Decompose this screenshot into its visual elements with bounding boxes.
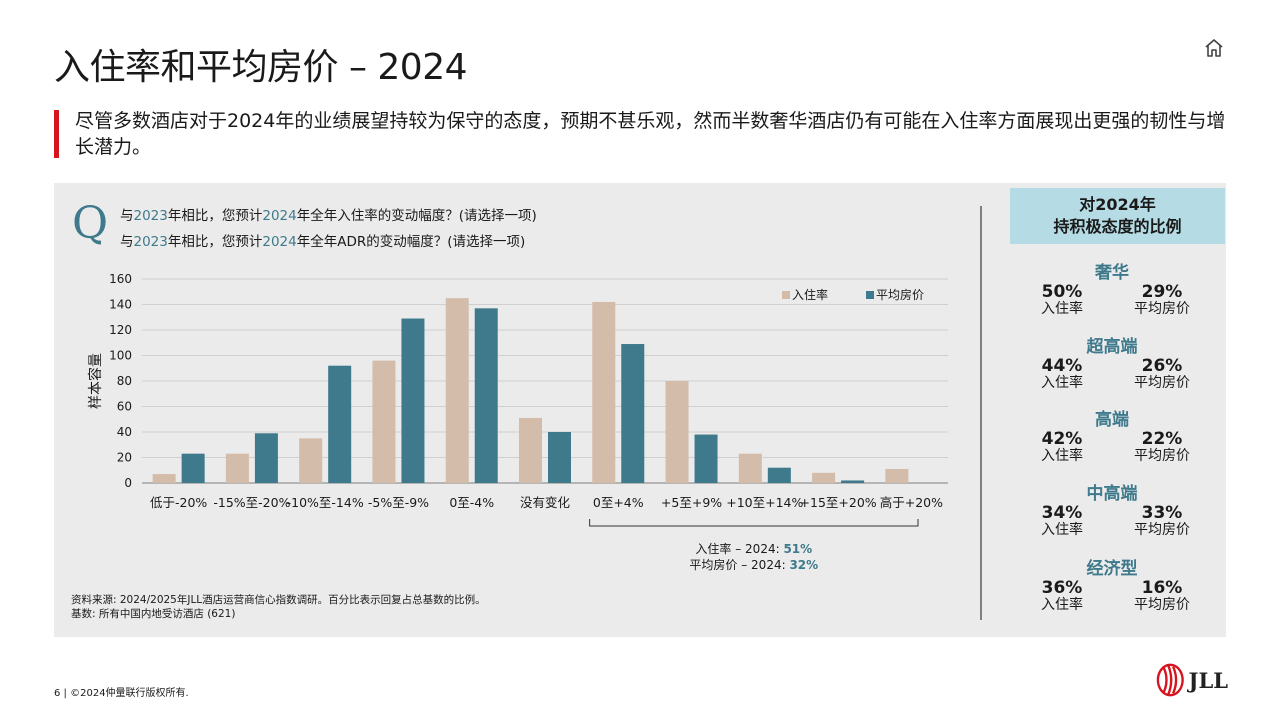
segment-occ-label: 入住率 <box>1041 522 1083 538</box>
bar-adr <box>181 453 205 483</box>
y-axis-label: 样本容量 <box>87 353 104 409</box>
y-tick-label: 60 <box>117 400 132 414</box>
bar-adr <box>621 344 645 483</box>
segment-title: 中高端 <box>1086 484 1138 504</box>
segment-title: 经济型 <box>1086 559 1138 579</box>
question-line-2: 与2023年相比，您预计2024年全年ADR的变动幅度？(请选择一项) <box>120 234 526 250</box>
legend-swatch <box>866 291 874 299</box>
bar-adr <box>254 433 278 483</box>
bar-adr <box>328 365 352 483</box>
jll-logo-mark <box>1156 663 1184 697</box>
y-tick-label: 100 <box>109 349 132 363</box>
y-tick-label: 80 <box>117 374 132 388</box>
x-tick-label: +5至+9% <box>661 495 722 510</box>
bar-occupancy <box>372 360 396 483</box>
segment-adr-label: 平均房价 <box>1134 448 1190 464</box>
segment-3: 中高端 34% 入住率 33% 平均房价 <box>1012 479 1212 539</box>
y-tick-label: 160 <box>109 272 132 286</box>
jll-logo-text: JLL <box>1188 667 1228 693</box>
segment-adr-label: 平均房价 <box>1134 375 1190 391</box>
x-tick-label: 没有变化 <box>520 495 571 510</box>
bar-occupancy <box>738 453 762 483</box>
bar-occupancy <box>592 301 616 483</box>
segment-4: 经济型 36% 入住率 16% 平均房价 <box>1012 554 1212 614</box>
bar-adr <box>474 308 498 483</box>
segment-occ-label: 入住率 <box>1041 448 1083 464</box>
segment-occ-value: 50% <box>1041 282 1083 302</box>
bar-occupancy <box>225 453 249 483</box>
footer: 6 | ©2024仲量联行版权所有. <box>54 688 189 699</box>
segment-adr-value: 29% <box>1141 282 1183 302</box>
segment-0: 奢华 50% 入住率 29% 平均房价 <box>1012 258 1212 318</box>
legend-swatch <box>782 291 790 299</box>
y-tick-label: 120 <box>109 323 132 337</box>
y-tick-label: 40 <box>117 425 132 439</box>
sidebar-header: 对2024年 持积极态度的比例 <box>1010 188 1225 244</box>
page-title: 入住率和平均房价 – 2024 <box>54 47 468 88</box>
bracket-note-adr: 平均房价 – 2024: 32% <box>689 557 818 572</box>
x-tick-label: -10%至-14% <box>287 495 364 510</box>
segment-adr-value: 22% <box>1141 429 1183 449</box>
segment-occ-value: 34% <box>1041 503 1083 523</box>
segment-occ-label: 入住率 <box>1041 597 1083 613</box>
bracket-note-occupancy: 入住率 – 2024: 51% <box>695 541 812 556</box>
segment-adr-label: 平均房价 <box>1134 522 1190 538</box>
segment-occ-value: 36% <box>1041 578 1083 598</box>
bar-adr <box>767 467 791 483</box>
bar-occupancy <box>665 381 689 483</box>
segment-2: 高端 42% 入住率 22% 平均房价 <box>1012 405 1212 465</box>
x-tick-label: +15至+20% <box>800 495 877 510</box>
segment-occ-label: 入住率 <box>1041 301 1083 317</box>
x-tick-label: -5%至-9% <box>368 495 429 510</box>
y-tick-label: 0 <box>124 476 132 490</box>
bar-occupancy <box>299 438 323 483</box>
bar-adr <box>694 434 718 483</box>
question-marker: Q <box>72 198 109 249</box>
segment-adr-value: 26% <box>1141 356 1183 376</box>
x-tick-label: 0至-4% <box>449 495 494 510</box>
legend-label: 入住率 <box>792 287 828 302</box>
vertical-divider <box>980 206 982 620</box>
source-note: 资料来源: 2024/2025年JLL酒店运营商信心指数调研。百分比表示回复占总… <box>71 594 486 620</box>
x-tick-label: -15%至-20% <box>213 495 290 510</box>
x-tick-label: 低于-20% <box>150 495 207 510</box>
bar-occupancy <box>445 298 469 483</box>
bar-adr <box>548 432 571 483</box>
segment-1: 超高端 44% 入住率 26% 平均房价 <box>1012 332 1212 392</box>
bar-adr <box>401 318 425 483</box>
segment-occ-value: 42% <box>1041 429 1083 449</box>
x-tick-label: +10至+14% <box>726 495 803 510</box>
segment-adr-value: 16% <box>1141 578 1183 598</box>
segment-occ-value: 44% <box>1041 356 1083 376</box>
segment-title: 奢华 <box>1095 263 1129 283</box>
question-line-1: 与2023年相比，您预计2024年全年入住率的变动幅度？(请选择一项) <box>120 208 537 224</box>
home-icon[interactable] <box>1203 37 1225 59</box>
x-tick-label: 0至+4% <box>593 495 644 510</box>
y-tick-label: 140 <box>109 298 132 312</box>
segment-title: 超高端 <box>1086 337 1138 357</box>
page-subtitle: 尽管多数酒店对于2024年的业绩展望持较为保守的态度，预期不甚乐观，然而半数奢华… <box>75 110 1226 158</box>
bar-occupancy <box>152 474 176 483</box>
jll-logo: JLL <box>1156 662 1228 698</box>
bar-occupancy <box>885 468 909 483</box>
accent-bar <box>54 110 59 158</box>
positive-bracket <box>589 519 919 527</box>
y-tick-label: 20 <box>117 451 132 465</box>
segment-adr-value: 33% <box>1141 503 1183 523</box>
bar-adr <box>841 480 865 483</box>
segment-occ-label: 入住率 <box>1041 375 1083 391</box>
x-tick-label: 高于+20% <box>880 495 943 510</box>
bar-occupancy <box>812 472 836 483</box>
segment-adr-label: 平均房价 <box>1134 301 1190 317</box>
legend-label: 平均房价 <box>876 287 924 302</box>
segment-title: 高端 <box>1095 410 1129 430</box>
bar-occupancy <box>519 417 542 483</box>
segment-adr-label: 平均房价 <box>1134 597 1190 613</box>
